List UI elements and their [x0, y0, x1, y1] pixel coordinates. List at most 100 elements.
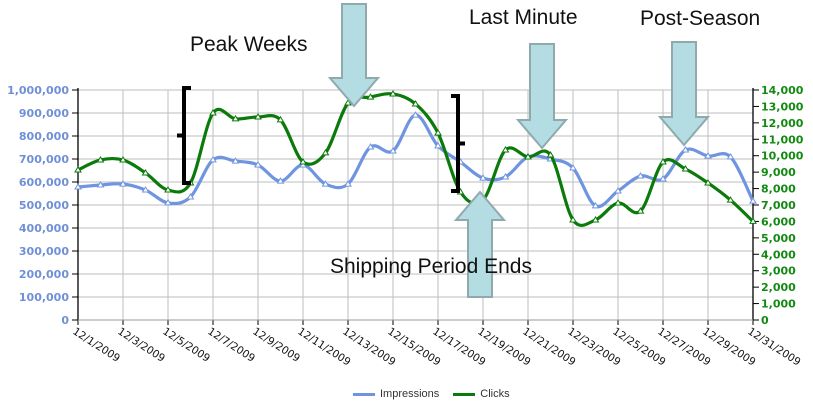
chart-legend: Impressions Clicks	[353, 388, 524, 400]
impressions-point-marker-icon	[96, 181, 105, 188]
clicks-point-marker-icon	[321, 148, 330, 156]
clicks-point-marker-icon	[96, 156, 105, 163]
y2-axis-label: 12,000	[761, 117, 804, 130]
clicks-point-marker-icon	[119, 156, 127, 163]
x-axis-label: 12/1/2009	[70, 325, 122, 364]
impressions-point-marker-icon	[614, 186, 622, 194]
y-axis-label: 200,000	[19, 268, 69, 281]
impressions-point-marker-icon	[186, 192, 195, 200]
axes: 0 100,000 200,000 300,000 400,000 500,000 600,…	[7, 84, 804, 327]
y2-axis-label: 8,000	[761, 183, 796, 196]
impressions-point-marker-icon	[141, 186, 150, 193]
clicks-point-marker-icon	[411, 99, 420, 107]
y-axis-label: 600,000	[19, 176, 69, 189]
impressions-point-marker-icon	[389, 146, 397, 154]
x-axis-label: 12/7/2009	[205, 325, 257, 364]
x-axis-label: 12/5/2009	[160, 325, 212, 364]
impressions-point-marker-icon	[276, 177, 285, 184]
impressions-point-marker-icon	[254, 161, 262, 168]
impressions-point-marker-icon	[434, 141, 442, 149]
clicks-point-marker-icon	[164, 186, 172, 193]
clicks-point-marker-icon	[209, 109, 217, 116]
clicks-point-marker-icon	[749, 217, 757, 224]
y2-axis-label: 10,000	[761, 150, 804, 163]
clicks-point-marker-icon	[524, 153, 532, 160]
clicks-point-marker-icon	[141, 168, 150, 176]
annotation-last-minute: Last Minute	[469, 6, 578, 29]
clicks-point-marker-icon	[366, 93, 375, 100]
y2-axis-label: 2,000	[761, 281, 796, 294]
legend-item-clicks[interactable]: Clicks	[453, 388, 510, 400]
right-bracket-icon	[451, 94, 465, 193]
x-axis-labels: 12/1/200912/3/200912/5/200912/7/200912/9…	[70, 325, 802, 368]
y2-axis-label: 11,000	[761, 133, 804, 146]
clicks-point-marker-icon	[389, 89, 397, 97]
y-axis-label: 100,000	[19, 291, 69, 304]
y2-axis-label: 9,000	[761, 166, 796, 179]
clicks-point-marker-icon	[276, 115, 285, 123]
legend-label-impressions: Impressions	[380, 388, 440, 400]
y-axis-label: 400,000	[19, 222, 69, 235]
annotation-peak-weeks: Peak Weeks	[190, 33, 308, 56]
impressions-line-swatch-icon	[353, 392, 375, 396]
clicks-point-marker-icon	[726, 196, 735, 203]
impressions-point-marker-icon	[501, 172, 510, 180]
clicks-point-marker-icon	[344, 99, 352, 106]
impressions-point-marker-icon	[321, 180, 330, 187]
clicks-line-swatch-icon	[453, 392, 476, 396]
left-bracket-icon	[177, 86, 191, 185]
impressions-point-marker-icon	[704, 152, 712, 159]
impressions-point-marker-icon	[659, 175, 667, 182]
y-axis-label: 500,000	[19, 199, 69, 212]
annotation-shapes	[177, 3, 711, 298]
clicks-point-marker-icon	[501, 145, 510, 153]
y2-axis-label: 7,000	[761, 199, 796, 212]
y-axis-label: 900,000	[19, 107, 69, 120]
annotation-shipping-period-ends: Shipping Period Ends	[330, 255, 532, 278]
x-axis-label: 12/9/2009	[250, 325, 302, 364]
clicks-point-marker-icon	[681, 165, 690, 172]
clicks-point-marker-icon	[659, 157, 667, 165]
annotation-post-season: Post-Season	[640, 7, 761, 30]
y2-axis-label: 1,000	[761, 298, 796, 311]
down-arrow-last-minute-icon	[515, 43, 569, 150]
y-axis-label: 300,000	[19, 245, 69, 258]
clicks-point-marker-icon	[434, 129, 442, 136]
legend-item-impressions[interactable]: Impressions	[353, 388, 439, 400]
impressions-point-marker-icon	[749, 197, 757, 204]
impressions-point-marker-icon	[366, 143, 375, 150]
impressions-point-marker-icon	[164, 198, 172, 206]
y-axis-label: 700,000	[19, 153, 69, 166]
y2-axis-label: 3,000	[761, 265, 796, 278]
impressions-point-marker-icon	[479, 174, 487, 181]
clicks-point-marker-icon	[569, 215, 577, 223]
impressions-point-marker-icon	[119, 180, 127, 187]
impressions-point-marker-icon	[569, 163, 577, 171]
clicks-point-marker-icon	[231, 114, 240, 122]
y2-axis-label: 6,000	[761, 215, 796, 228]
y2-axis-label: 0	[761, 314, 769, 327]
data-series	[74, 89, 757, 228]
x-axis-label: 12/3/2009	[115, 325, 167, 364]
y2-axis-label: 13,000	[761, 100, 804, 113]
clicks-point-marker-icon	[74, 166, 82, 173]
clicks-point-marker-icon	[591, 215, 600, 223]
impressions-point-marker-icon	[344, 180, 352, 187]
clicks-point-marker-icon	[704, 179, 712, 186]
y2-axis-label: 14,000	[761, 84, 804, 97]
impressions-point-marker-icon	[411, 111, 420, 118]
down-arrow-post-season-icon	[657, 41, 711, 147]
y-axis-label: 1,000,000	[7, 84, 69, 97]
impressions-point-marker-icon	[231, 157, 240, 164]
down-arrow-icon	[327, 3, 381, 108]
up-arrow-shipping-ends-icon	[453, 190, 507, 298]
clicks-point-marker-icon	[614, 199, 622, 206]
grid-lines	[77, 89, 754, 321]
clicks-point-marker-icon	[636, 207, 645, 214]
y-axis-label: 0	[61, 314, 69, 327]
legend-label-clicks: Clicks	[480, 388, 510, 400]
y2-axis-label: 4,000	[761, 248, 796, 261]
y-axis-label: 800,000	[19, 130, 69, 143]
impressions-point-marker-icon	[726, 152, 735, 160]
